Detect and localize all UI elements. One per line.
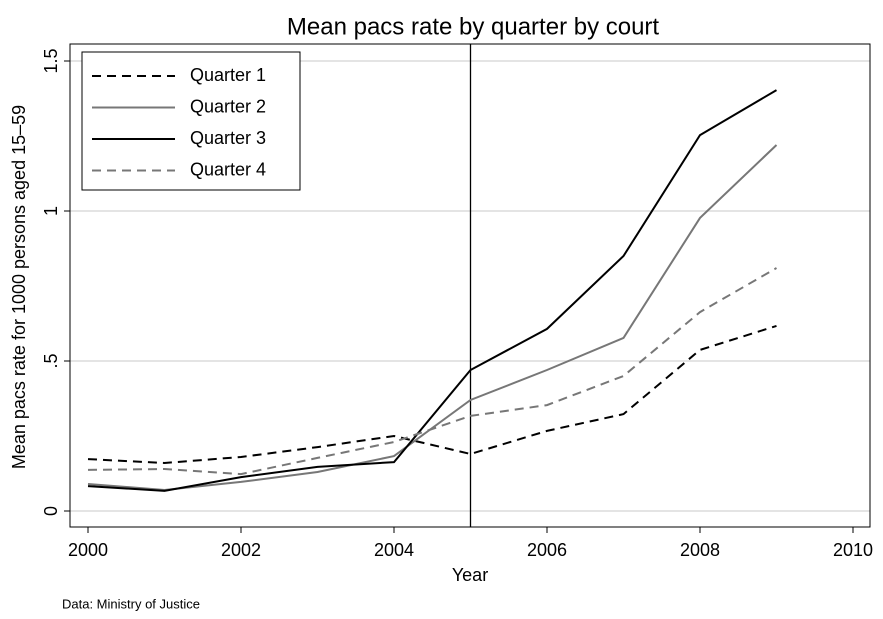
y-tick-label: 1.5 [41,48,61,73]
legend-label: Quarter 3 [190,128,266,148]
x-tick-label: 2004 [374,540,414,560]
y-tick-label: .5 [41,353,61,368]
x-tick-label: 2000 [68,540,108,560]
series-line [87,267,777,476]
series-line [87,89,778,492]
series-line [87,324,777,465]
y-tick-label: 1 [41,206,61,216]
legend-label: Quarter 1 [190,65,266,85]
x-tick-label: 2006 [527,540,567,560]
x-tick-label: 2002 [221,540,261,560]
x-axis-title: Year [452,565,488,585]
x-tick-label: 2010 [833,540,873,560]
legend-label: Quarter 4 [190,159,266,179]
legend-box [81,51,301,191]
legend-label: Quarter 2 [190,96,266,116]
x-tick-label: 2008 [680,540,720,560]
y-tick-label: 0 [41,506,61,516]
note: Data: Ministry of Justice [62,596,200,611]
chart-title: Mean pacs rate by quarter by court [287,13,660,40]
y-axis-title: Mean pacs rate for 1000 persons aged 15–… [9,105,29,469]
